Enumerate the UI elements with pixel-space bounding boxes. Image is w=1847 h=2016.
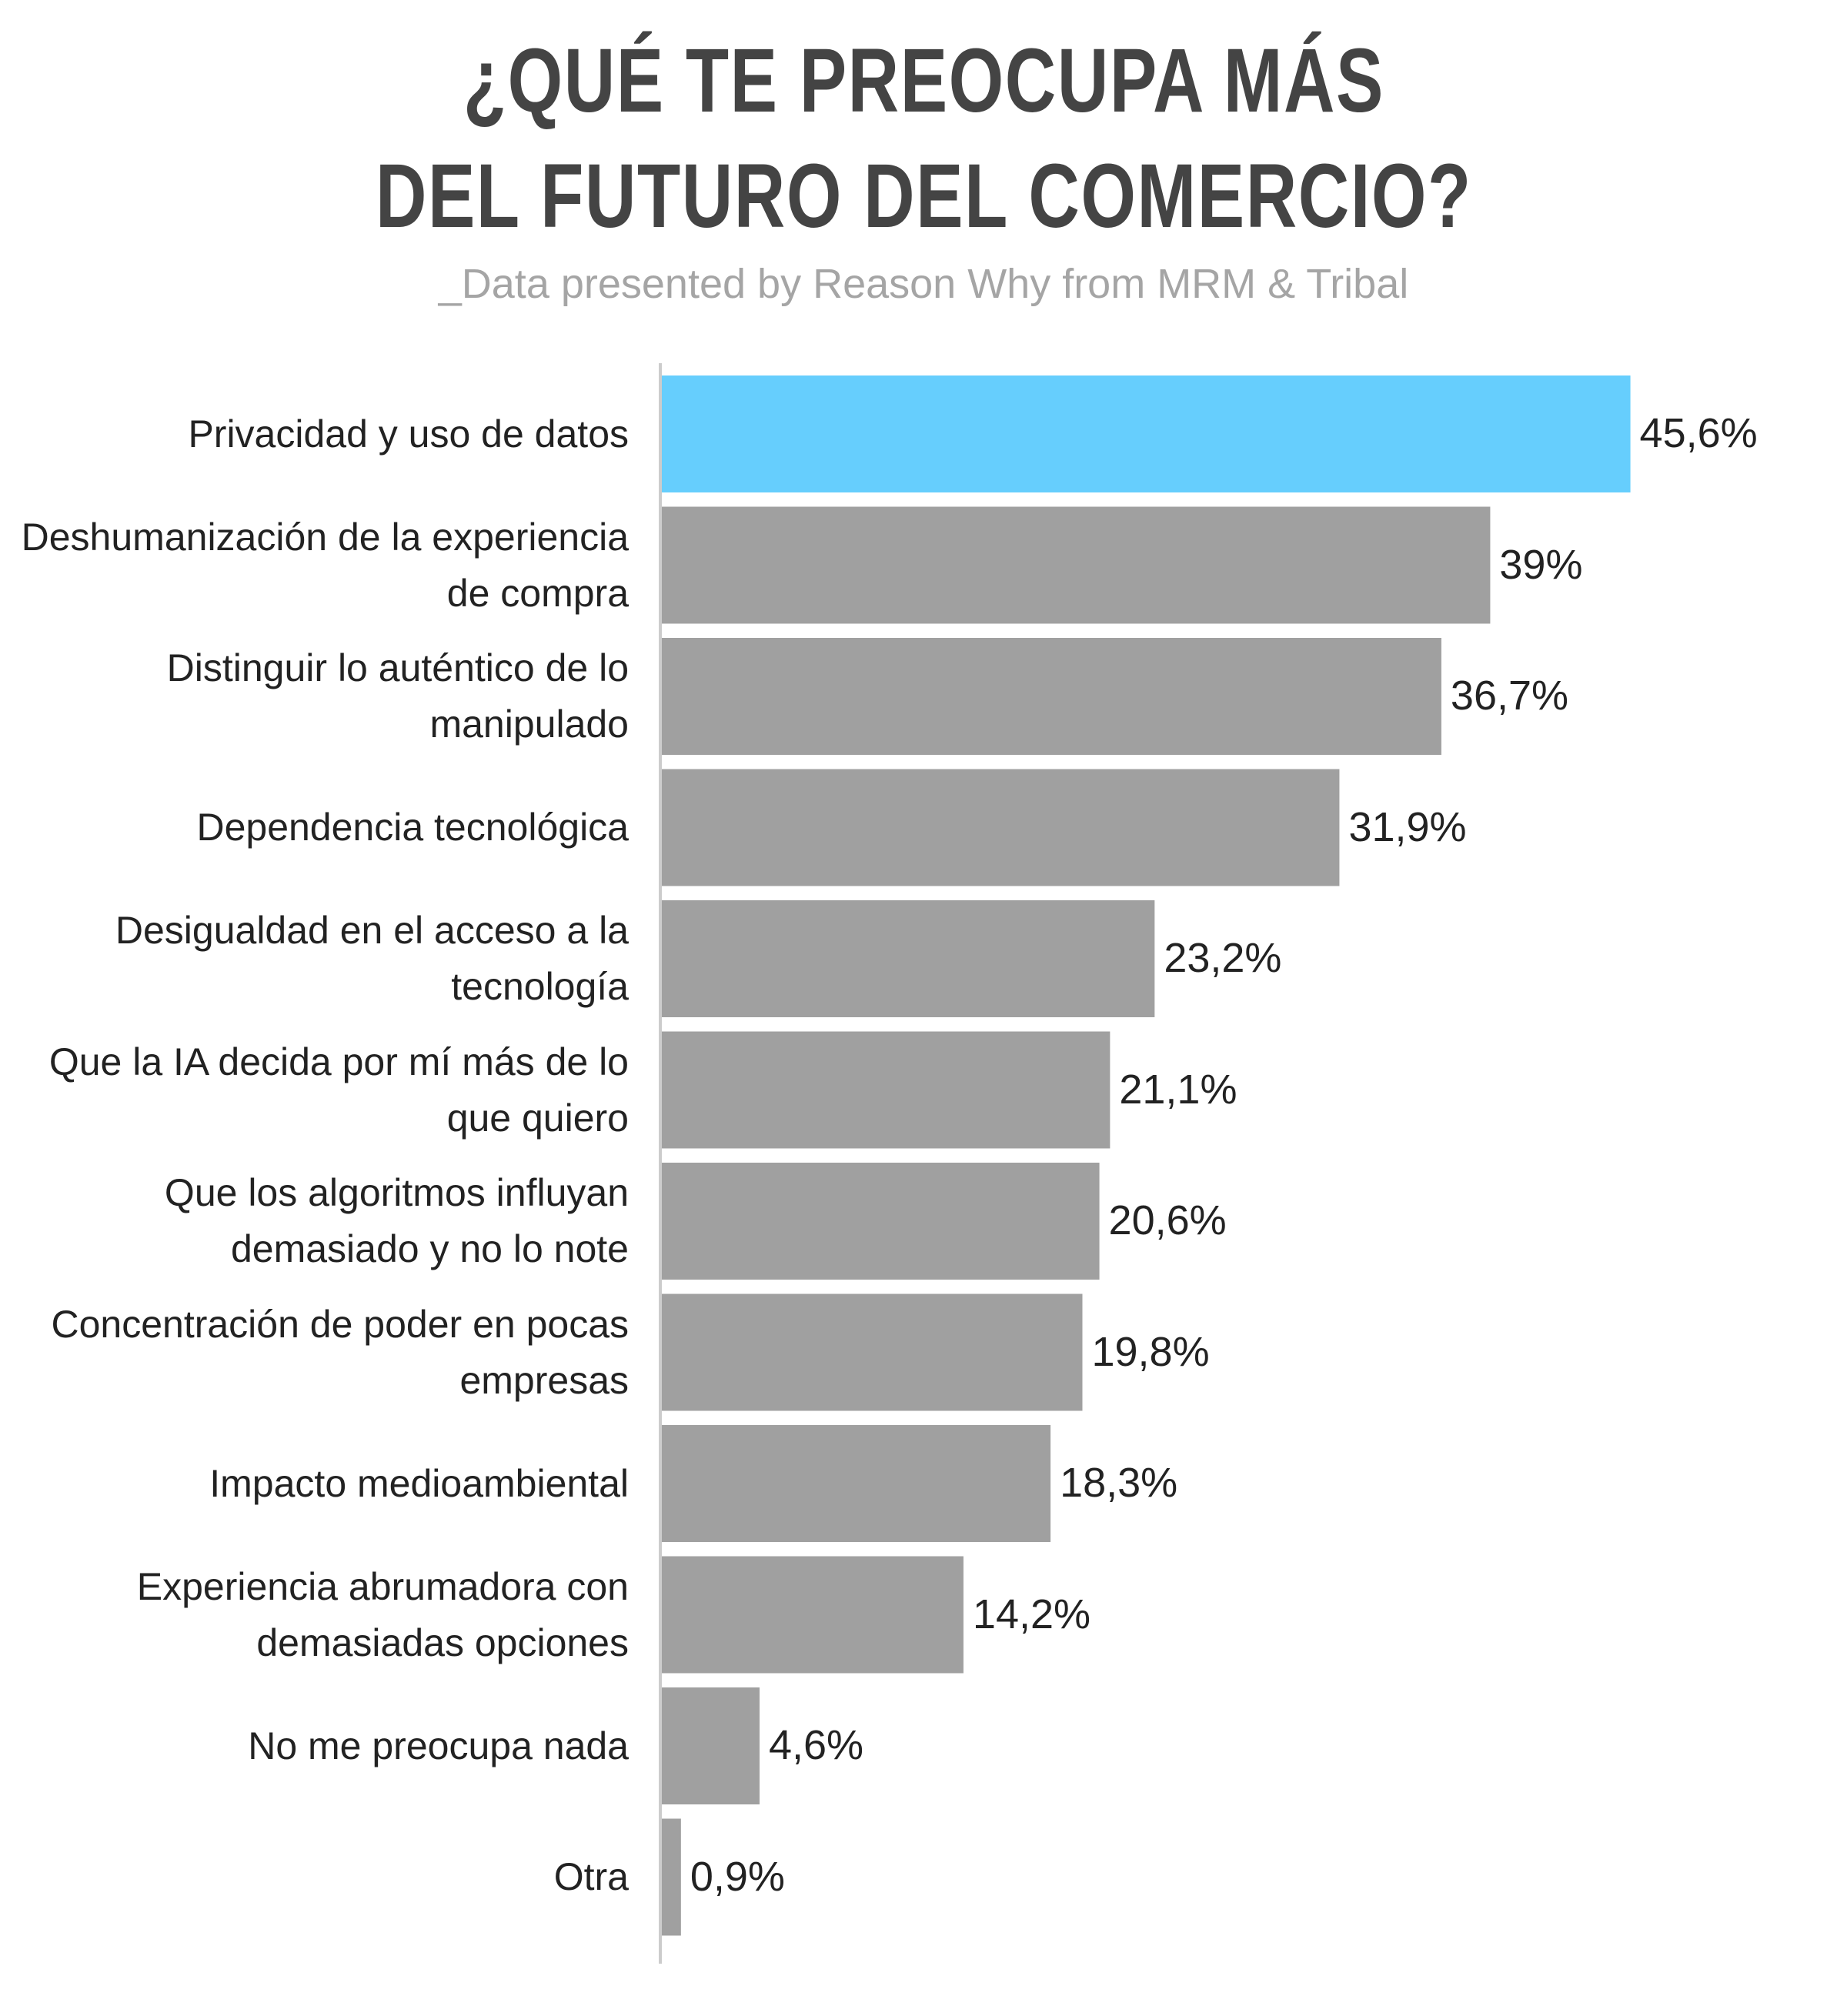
category-label-text: Concentración de poder en pocas empresas [51, 1302, 629, 1402]
category-label: Impacto medioambiental [13, 1425, 629, 1542]
category-label-text: Otra [553, 1855, 629, 1898]
category-label-text: Privacidad y uso de datos [188, 412, 629, 456]
category-label-text: Dependencia tecnológica [196, 806, 629, 849]
value-label: 21,1% [1119, 1066, 1237, 1113]
bar [662, 1556, 964, 1674]
bar [662, 506, 1491, 624]
value-label: 19,8% [1091, 1328, 1210, 1375]
category-label-text: Deshumanización de la experiencia de com… [21, 515, 629, 615]
category-label-text: Distinguir lo auténtico de lo manipulado [166, 646, 629, 746]
bar [662, 1425, 1051, 1542]
category-label: Experiencia abrumadora con demasiadas op… [13, 1557, 629, 1674]
value-label: 36,7% [1450, 673, 1569, 719]
bar [662, 1163, 1100, 1280]
bar [662, 1687, 760, 1804]
category-label-text: Desigualdad en el acceso a la tecnología [115, 909, 629, 1008]
value-label: 18,3% [1060, 1460, 1178, 1506]
category-label: Que la IA decida por mí más de lo que qu… [13, 1032, 629, 1149]
bar [662, 769, 1340, 886]
bar [662, 1031, 1111, 1149]
bar [662, 1293, 1083, 1411]
value-label: 39% [1499, 541, 1583, 588]
bar [662, 638, 1441, 755]
category-label: Que los algoritmos influyan demasiado y … [13, 1163, 629, 1280]
category-label: Dependencia tecnológica [13, 769, 629, 886]
chart-title-line-1: ¿QUÉ TE PREOCUPA MÁS [0, 23, 1847, 139]
category-label: Concentración de poder en pocas empresas [13, 1294, 629, 1411]
bar [662, 900, 1155, 1017]
value-label: 14,2% [972, 1590, 1091, 1637]
category-label-text: Que los algoritmos influyan demasiado y … [164, 1171, 629, 1270]
category-label: Distinguir lo auténtico de lo manipulado [13, 638, 629, 755]
bar [662, 1818, 681, 1936]
value-label: 20,6% [1108, 1197, 1227, 1243]
category-label-text: Experiencia abrumadora con demasiadas op… [136, 1564, 629, 1664]
title-text: ¿QUÉ TE PREOCUPA MÁS [463, 30, 1384, 132]
category-label-text: Que la IA decida por mí más de lo que qu… [48, 1040, 629, 1140]
chart-subtitle: _Data presented by Reason Why from MRM &… [438, 261, 1409, 307]
value-label: 45,6% [1639, 410, 1758, 456]
category-label: Deshumanización de la experiencia de com… [13, 507, 629, 624]
category-label: No me preocupa nada [13, 1687, 629, 1804]
value-label: 23,2% [1164, 935, 1282, 981]
category-label: Desigualdad en el acceso a la tecnología [13, 900, 629, 1017]
category-label: Otra [13, 1819, 629, 1936]
value-label: 31,9% [1348, 803, 1467, 850]
bar [662, 375, 1631, 492]
chart-title-line-2: DEL FUTURO DEL COMERCIO? [0, 139, 1847, 254]
value-label: 4,6% [768, 1722, 864, 1768]
category-label-text: Impacto medioambiental [209, 1461, 629, 1505]
category-label-text: No me preocupa nada [248, 1724, 629, 1767]
value-label: 0,9% [690, 1853, 785, 1900]
title-text: DEL FUTURO DEL COMERCIO? [375, 145, 1472, 247]
category-label: Privacidad y uso de datos [13, 375, 629, 492]
